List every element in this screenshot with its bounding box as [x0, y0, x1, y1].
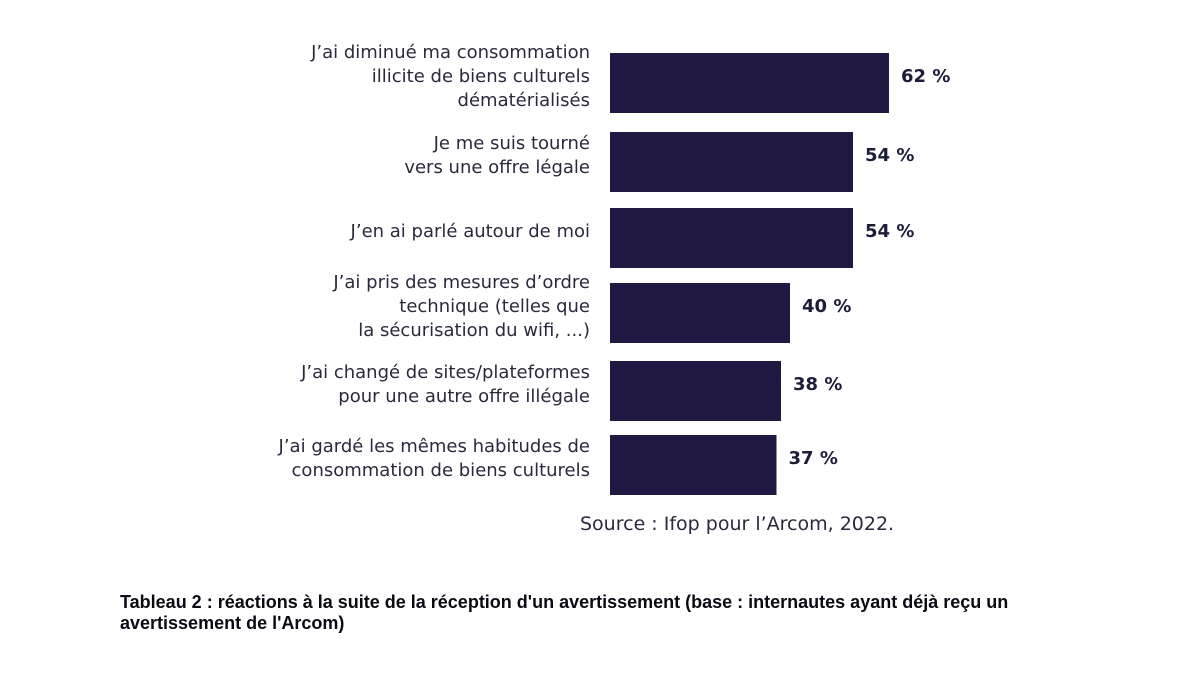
category-label-line: illicite de biens culturels — [372, 66, 590, 87]
category-label-line: dématérialisés — [458, 90, 590, 111]
category-label-line: vers une offre légale — [404, 157, 590, 178]
value-label-3: 40 % — [802, 296, 851, 317]
category-label-3: J’ai pris des mesures d’ordre technique (… — [332, 272, 590, 341]
bar-4 — [610, 361, 781, 421]
table-caption: Tableau 2 : réactions à la suite de la r… — [120, 592, 1009, 633]
category-label-line: Je me suis tourné — [433, 133, 590, 154]
category-label-2: J’en ai parlé autour de moi — [350, 221, 590, 242]
category-label-line: technique (telles que — [399, 296, 590, 317]
category-label-line: J’en ai parlé autour de moi — [350, 221, 590, 242]
value-label-1: 54 % — [865, 145, 914, 166]
category-label-line: J’ai pris des mesures d’ordre — [332, 272, 590, 293]
category-label-0: J’ai diminué ma consommation illicite de … — [310, 42, 590, 111]
value-label-5: 37 % — [789, 448, 838, 469]
category-label-1: Je me suis tourné vers une offre légale — [404, 133, 590, 178]
category-label-line: J’ai changé de sites/plateformes — [300, 362, 590, 383]
category-label-4: J’ai changé de sites/plateformes pour une… — [300, 362, 590, 407]
bar-chart: 62 % J’ai diminué ma consommation illicite… — [278, 42, 950, 495]
bar-2 — [610, 208, 853, 268]
bar-3 — [610, 283, 790, 343]
category-label-line: pour une autre offre illégale — [338, 386, 590, 407]
category-label-line: la sécurisation du wifi, ...) — [358, 320, 590, 341]
value-label-4: 38 % — [793, 374, 842, 395]
bar-1 — [610, 132, 853, 192]
value-label-2: 54 % — [865, 221, 914, 242]
category-label-line: J’ai diminué ma consommation — [310, 42, 590, 63]
category-label-line: consommation de biens culturels — [292, 460, 590, 481]
category-label-line: J’ai gardé les mêmes habitudes de — [278, 436, 590, 457]
chart-source: Source : Ifop pour l’Arcom, 2022. — [580, 513, 895, 535]
value-label-0: 62 % — [901, 66, 950, 87]
bar-5 — [610, 435, 777, 495]
category-label-5: J’ai gardé les mêmes habitudes de consomm… — [278, 436, 590, 481]
bar-0 — [610, 53, 889, 113]
